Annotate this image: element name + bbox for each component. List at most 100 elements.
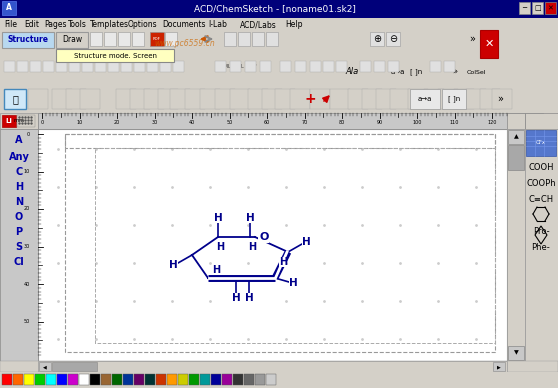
Bar [245,61,256,72]
Text: [ ]n: [ ]n [448,95,460,102]
Bar [290,89,310,109]
Bar [262,89,282,109]
Text: ✕: ✕ [484,39,494,49]
Text: Draw: Draw [62,35,82,45]
Text: SDF: SDF [259,64,269,69]
Bar [526,130,556,156]
Text: Ala: Ala [345,68,359,76]
Bar [215,89,235,109]
Bar [79,374,89,385]
Bar [386,32,400,46]
Text: H: H [212,265,220,275]
Text: 30: 30 [24,244,30,249]
Bar [238,32,250,46]
Text: 60: 60 [264,120,270,125]
Bar [438,89,458,109]
Bar [508,346,524,360]
Text: H: H [232,293,240,303]
Text: H: H [279,257,287,267]
Bar [211,374,221,385]
Bar [430,61,441,72]
Bar [519,2,530,14]
Bar [56,49,174,62]
Bar [492,89,512,109]
Bar [13,374,23,385]
Bar [230,89,250,109]
Bar [57,374,67,385]
Text: 70: 70 [301,120,307,125]
Text: a→a: a→a [391,69,405,75]
Bar [134,374,144,385]
Text: H: H [214,213,223,223]
Text: Documents: Documents [162,20,205,29]
Text: 80: 80 [339,120,345,125]
Bar [252,32,264,46]
Bar [56,61,67,72]
Bar [178,374,188,385]
Text: Structure: Structure [7,35,49,45]
Bar [480,89,500,109]
Bar [336,61,347,72]
Bar [454,89,474,109]
Text: HTML: HTML [217,64,231,69]
Bar [0,30,558,58]
Bar [46,374,56,385]
Bar [82,61,93,72]
Text: 120: 120 [487,120,497,125]
Text: O: O [15,212,23,222]
Bar [38,113,543,129]
Bar [160,61,171,72]
Bar [52,362,97,371]
Bar [0,372,558,388]
Text: 40: 40 [24,282,30,286]
Text: »: » [497,94,503,104]
Bar [508,130,524,144]
Bar [69,61,80,72]
Bar [280,61,291,72]
Bar [185,89,205,109]
Text: ⊖: ⊖ [389,34,397,44]
Text: ▲: ▲ [513,135,518,140]
Text: PDF: PDF [153,37,161,41]
Text: COOPh: COOPh [526,180,556,189]
Bar [65,134,495,352]
Text: Options: Options [128,20,157,29]
Text: ACD/ChemSketch - [noname01.sk2]: ACD/ChemSketch - [noname01.sk2] [194,5,356,14]
Bar [90,374,100,385]
Text: mm: mm [13,118,25,123]
Bar [323,61,334,72]
Text: H: H [290,278,298,288]
Bar [230,61,241,72]
Bar [0,113,38,129]
Text: H: H [244,293,253,303]
Text: N: N [15,197,23,207]
Bar [173,61,184,72]
Text: 0: 0 [40,120,44,125]
Bar [66,89,86,109]
Text: ▶: ▶ [497,364,501,369]
Bar [330,89,350,109]
Bar [156,374,166,385]
Text: P: P [16,227,22,237]
Text: 0: 0 [27,132,30,137]
Bar [0,58,558,86]
Bar [170,89,190,109]
Bar [80,89,100,109]
Bar [233,374,243,385]
Bar [222,374,232,385]
Text: A: A [15,135,23,145]
Bar [147,61,158,72]
Bar [2,1,16,15]
Bar [68,374,78,385]
Bar [0,0,558,18]
Bar [532,2,543,14]
Text: 10: 10 [24,169,30,174]
Bar [90,32,102,46]
Bar [480,30,498,58]
Text: C: C [16,167,23,177]
Bar [108,61,119,72]
Bar [545,2,556,14]
Bar [444,61,455,72]
Text: SDF: SDF [247,64,257,69]
Bar [158,89,178,109]
